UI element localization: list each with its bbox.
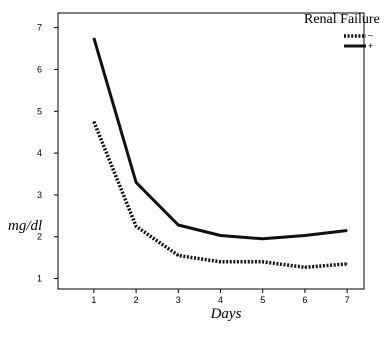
x-tick-label: 5	[260, 295, 265, 305]
x-tick-label: 2	[134, 295, 139, 305]
data-point	[177, 254, 179, 257]
data-point	[346, 263, 348, 265]
data-point	[262, 238, 264, 240]
data-point	[135, 225, 137, 227]
y-tick-label: 6	[37, 64, 42, 74]
data-point	[304, 234, 306, 237]
x-tick-label: 1	[91, 295, 96, 305]
data-point	[219, 261, 222, 263]
data-point	[93, 37, 95, 39]
data-point	[135, 181, 137, 183]
x-tick-label: 3	[176, 295, 181, 305]
series-line-2	[92, 37, 348, 241]
plot-frame	[57, 12, 365, 290]
data-point	[177, 224, 179, 226]
legend-title: Renal Failure	[304, 12, 380, 27]
x-axis-title: Days	[210, 306, 242, 322]
y-tick-label: 1	[37, 274, 42, 284]
y-tick-label: 4	[37, 148, 42, 158]
y-tick-label: 5	[37, 106, 42, 116]
x-tick-label: 6	[302, 295, 307, 305]
series-line-1	[92, 121, 348, 270]
y-axis-title: mg/dl	[8, 218, 42, 234]
legend: Renal Failure – +	[304, 12, 380, 51]
legend-label-series-2: +	[368, 41, 373, 51]
data-point	[93, 121, 95, 123]
legend-label-series-1: –	[368, 30, 373, 40]
x-axis: 1 2 3 4 5 6 7	[91, 289, 350, 305]
y-tick-label: 7	[37, 23, 42, 33]
data-point	[346, 229, 348, 232]
data-point	[219, 234, 222, 237]
data-point	[304, 266, 306, 268]
data-point	[262, 261, 264, 263]
y-tick-label: 3	[37, 190, 42, 200]
x-tick-label: 7	[345, 295, 350, 305]
series-lines	[92, 37, 348, 270]
x-tick-label: 4	[218, 295, 223, 305]
y-tick-label: 2	[37, 232, 42, 242]
y-axis: 1 2 3 4 5 6 7	[37, 23, 58, 284]
